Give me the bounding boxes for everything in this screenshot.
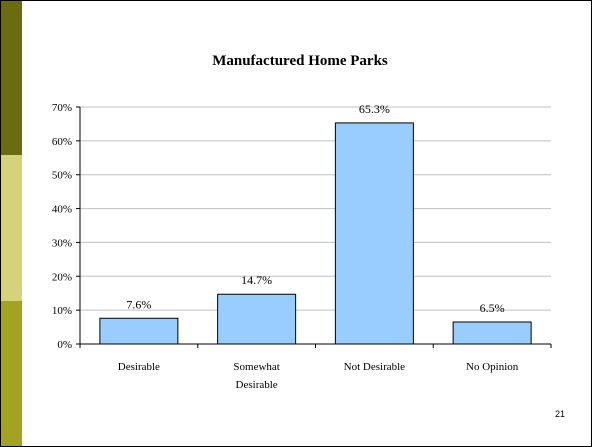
sidebar-segment-top [1, 1, 22, 155]
bar-value-label: 6.5% [480, 301, 505, 315]
sidebar-accent [1, 1, 22, 446]
gridlines [80, 106, 551, 311]
category-label: No Opinion [466, 361, 519, 373]
bar [452, 321, 532, 345]
y-tick-label: 60% [52, 136, 72, 148]
data-labels: 7.6% 14.7% 65.3% 6.5% [126, 102, 504, 315]
category-label: Desirable [236, 379, 278, 391]
chart-title: Manufactured Home Parks [212, 53, 388, 69]
bar [217, 293, 297, 345]
slide-number: 21 [554, 409, 565, 419]
category-label: Somewhat [233, 361, 279, 373]
bar-value-label: 7.6% [126, 297, 151, 311]
y-tick-label: 40% [52, 204, 72, 216]
bar-value-label: 65.3% [359, 102, 390, 116]
sidebar-segment-bottom [1, 301, 22, 446]
bar [99, 317, 179, 345]
y-tick-label: 70% [52, 102, 72, 114]
bars [99, 122, 532, 345]
category-label: Not Desirable [344, 361, 406, 373]
bar [334, 122, 414, 345]
y-tick-label: 0% [57, 339, 72, 351]
y-tick-label: 50% [52, 170, 72, 182]
sidebar-segment-middle [1, 155, 22, 301]
y-tick-label: 20% [52, 271, 72, 283]
bar-value-label: 14.7% [241, 273, 272, 287]
y-tick-label: 10% [52, 305, 72, 317]
y-axis-ticks: 0% 10% 20% 30% 40% 50% 60% 70% [52, 102, 80, 351]
x-axis-categories: Desirable Somewhat Desirable Not Desirable N… [118, 361, 519, 391]
y-tick-label: 30% [52, 237, 72, 249]
category-label: Desirable [118, 361, 160, 373]
